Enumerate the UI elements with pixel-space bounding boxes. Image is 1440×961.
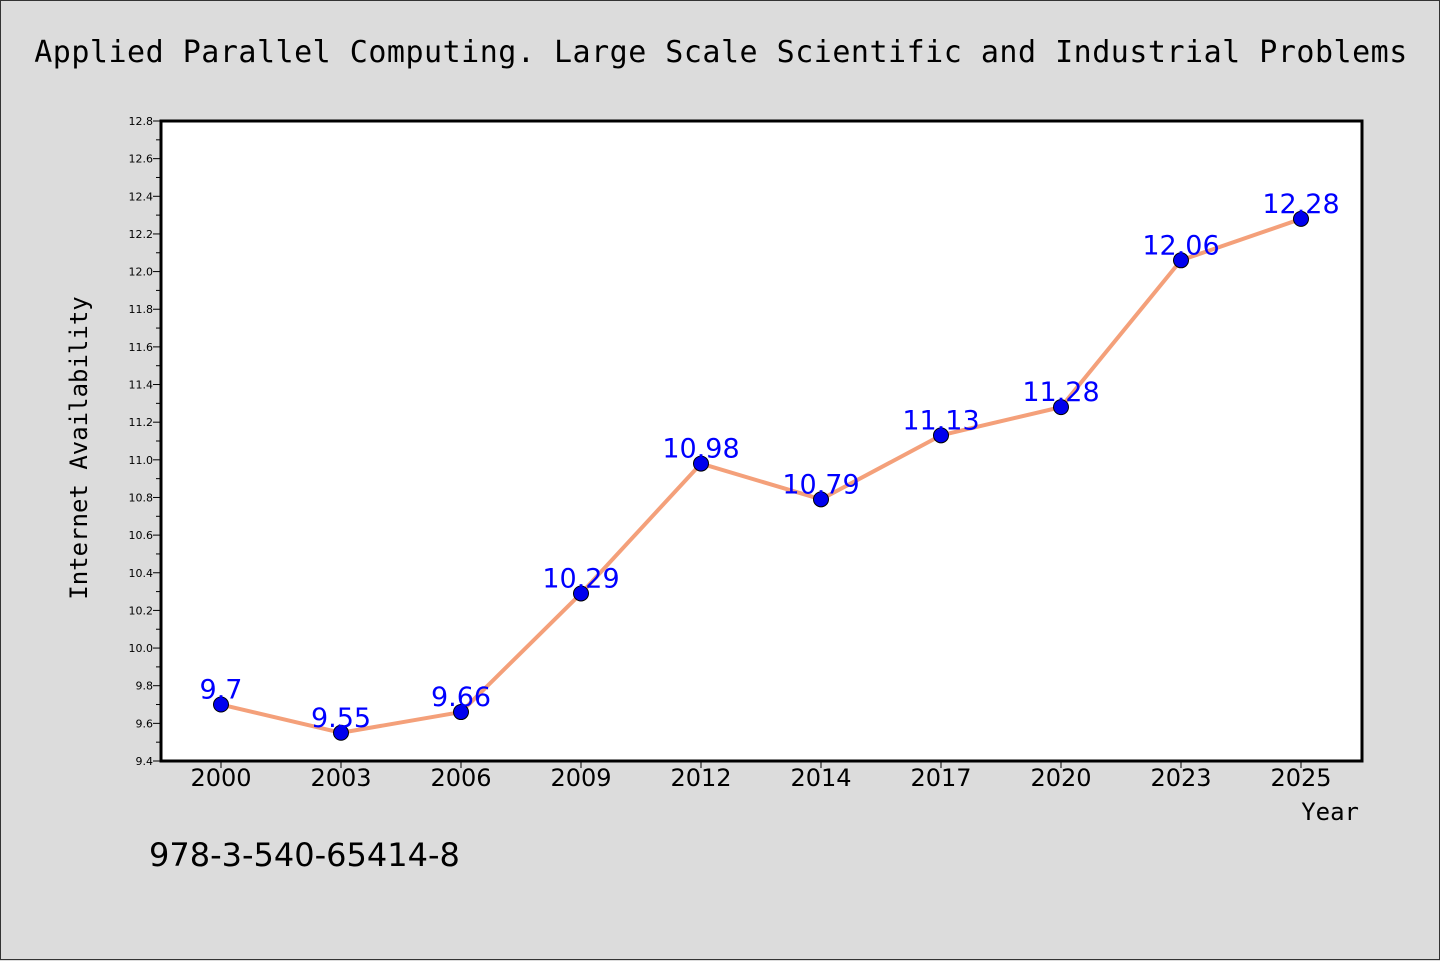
- data-point: [1173, 252, 1189, 269]
- y-tick-label: 9.4: [136, 755, 154, 768]
- y-tick-label: 10.6: [129, 529, 154, 542]
- x-tick-label: 2009: [550, 764, 611, 792]
- x-tick-label: 2020: [1030, 764, 1091, 792]
- y-tick-label: 12.2: [129, 228, 154, 241]
- x-tick-label: 2014: [790, 764, 851, 792]
- data-label: 10.29: [542, 563, 619, 594]
- y-tick-label: 9.8: [136, 680, 154, 693]
- y-tick-label: 12.4: [129, 190, 154, 203]
- x-tick-label: 2023: [1150, 764, 1211, 792]
- data-label: 12.06: [1142, 230, 1219, 261]
- data-label: 10.79: [782, 469, 859, 500]
- data-point: [573, 585, 589, 602]
- plot-area: [161, 121, 1362, 761]
- chart-title: Applied Parallel Computing. Large Scale …: [34, 35, 1408, 70]
- y-tick-label: 9.6: [136, 717, 154, 730]
- plot-border: [159, 119, 1364, 763]
- y-tick-label: 11.6: [129, 341, 154, 354]
- data-point: [813, 491, 829, 508]
- data-label: 11.13: [902, 405, 979, 436]
- x-tick-label: 2000: [190, 764, 251, 792]
- series-line: [220, 216, 1302, 735]
- data-label: 12.28: [1262, 189, 1339, 220]
- y-tick-label: 10.4: [129, 567, 154, 580]
- y-tick-label: 11.4: [129, 379, 154, 392]
- y-tick-label: 10.8: [129, 491, 154, 504]
- x-axis-label: Year: [1301, 798, 1359, 826]
- footer-isbn: 978-3-540-65414-8: [149, 836, 460, 874]
- y-tick-label: 11.2: [129, 416, 154, 429]
- y-tick-label: 11.8: [129, 303, 154, 316]
- data-point: [693, 455, 709, 472]
- x-tick-label: 2017: [910, 764, 971, 792]
- data-point: [1293, 210, 1309, 227]
- data-label: 11.28: [1022, 377, 1099, 408]
- data-point: [333, 724, 349, 741]
- data-point: [213, 696, 229, 713]
- y-tick-label: 12.0: [129, 266, 154, 279]
- data-point: [453, 704, 469, 721]
- y-tick-label: 10.2: [129, 604, 154, 617]
- data-label: 9.66: [431, 682, 491, 713]
- data-point: [933, 427, 949, 444]
- data-label: 9.7: [200, 675, 243, 706]
- x-tick-label: 2012: [670, 764, 731, 792]
- y-tick-label: 12.6: [129, 153, 154, 166]
- data-point: [1053, 399, 1069, 416]
- y-tick-label: 12.8: [129, 115, 154, 128]
- y-tick-label: 10.0: [129, 642, 154, 655]
- x-tick-label: 2003: [310, 764, 371, 792]
- x-tick-label: 2006: [430, 764, 491, 792]
- data-label: 9.55: [311, 703, 371, 734]
- x-tick-label: 2025: [1270, 764, 1331, 792]
- data-label: 10.98: [662, 434, 739, 465]
- y-tick-label: 11.0: [129, 454, 154, 467]
